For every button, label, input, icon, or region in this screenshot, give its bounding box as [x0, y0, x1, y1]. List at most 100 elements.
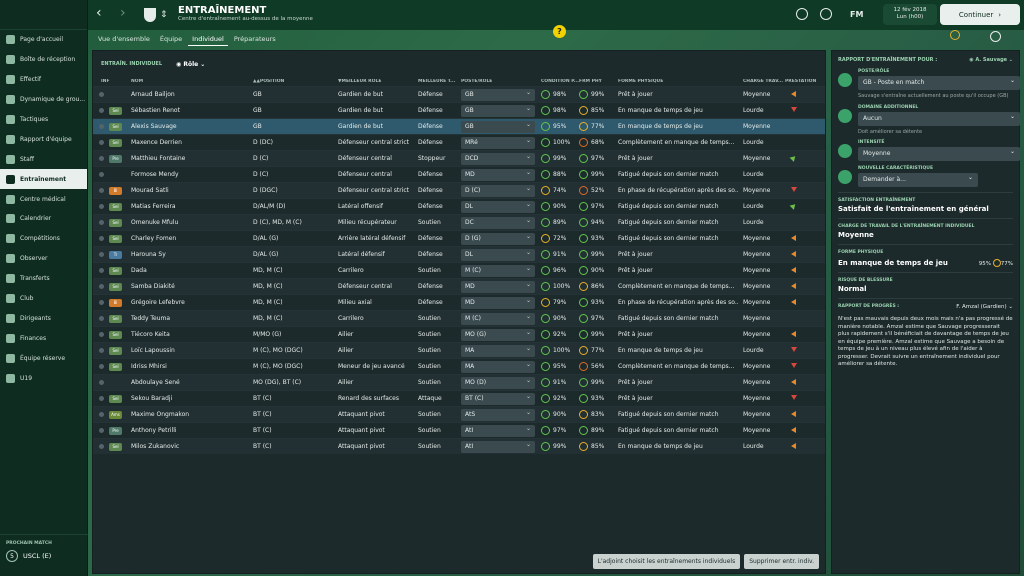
table-row[interactable]: Bl Grégoire Lefebvre MD, M (C) Milieu axial… [93, 294, 825, 310]
position-role-dropdown[interactable]: AtI [461, 441, 535, 453]
position-role-dropdown[interactable]: DCD [461, 153, 535, 165]
select-dot[interactable] [99, 284, 104, 289]
table-row[interactable]: Sel Samba Diakité MD, M (C) Défenseur centr… [93, 278, 825, 294]
position-role-dropdown[interactable]: D (G) [461, 233, 535, 245]
sidebar-item[interactable]: Staff [0, 149, 87, 169]
player-name[interactable]: Milos Zukanovic [131, 443, 180, 450]
position-role-dropdown[interactable]: MA [461, 361, 535, 373]
player-name[interactable]: Loïc Lapoussin [131, 347, 175, 354]
next-match[interactable]: PROCHAIN MATCH 5 USCL (E) [0, 534, 88, 576]
player-name[interactable]: Formose Mendy [131, 171, 179, 178]
table-row[interactable]: Ams Maxime Ongmakon BT (C) Attaquant pivot S… [93, 406, 825, 422]
position-role-dropdown[interactable]: MO (D) [461, 377, 535, 389]
search-icon[interactable] [796, 8, 808, 20]
select-dot[interactable] [99, 236, 104, 241]
tab-item[interactable]: Individuel [188, 33, 228, 46]
select-dot[interactable] [99, 108, 104, 113]
player-name[interactable]: Teddy Teuma [131, 315, 171, 322]
globe-icon[interactable] [820, 8, 832, 20]
sidebar-item[interactable]: Rapport d'équipe [0, 129, 87, 149]
select-dot[interactable] [99, 268, 104, 273]
sidebar-item[interactable]: Centre médical [0, 189, 87, 209]
column-header[interactable]: CONDITION P... [541, 79, 579, 84]
position-role-dropdown[interactable]: MD [461, 281, 535, 293]
position-role-dropdown[interactable]: GB [461, 89, 535, 101]
position-role-dropdown[interactable]: MD [461, 169, 535, 181]
position-role-dropdown[interactable]: MO (G) [461, 329, 535, 341]
sidebar-item[interactable]: Transferts [0, 269, 87, 289]
help-icon[interactable]: ? [553, 25, 566, 38]
domaine-dropdown[interactable]: Aucun [858, 110, 1020, 126]
position-role-dropdown[interactable]: DL [461, 249, 535, 261]
rapport-author-select[interactable]: F. Amzal (Gardien) ⌄ [956, 304, 1013, 310]
select-dot[interactable] [99, 124, 104, 129]
select-dot[interactable] [99, 220, 104, 225]
player-name[interactable]: Arnaud Bailjon [131, 91, 175, 98]
column-header[interactable]: ▼MEILLEUR RÔLE [338, 79, 382, 84]
select-dot[interactable] [99, 348, 104, 353]
player-select[interactable]: ◉ A. Sauvage ⌄ [969, 57, 1013, 63]
select-dot[interactable] [99, 140, 104, 145]
column-header[interactable]: MEILLEURE T... [418, 79, 456, 84]
continue-button[interactable]: Continuer › [940, 4, 1020, 25]
table-row[interactable]: Sel Matias Ferreira D/AL/M (D) Latéral offe… [93, 198, 825, 214]
player-name[interactable]: Dada [131, 267, 147, 274]
player-name[interactable]: Sébastien Renot [131, 107, 180, 114]
sidebar-item[interactable]: Tactiques [0, 110, 87, 130]
table-row[interactable]: Sel Sébastien Renot GB Gardien de but Défens… [93, 102, 825, 118]
select-dot[interactable] [99, 204, 104, 209]
column-header[interactable]: NOM [131, 79, 144, 84]
sidebar-item[interactable]: Calendrier [0, 209, 87, 229]
column-header[interactable]: POSTE/RÔLE [461, 79, 493, 84]
position-role-dropdown[interactable]: BT (C) [461, 393, 535, 405]
table-row[interactable]: Sel Milos Zukanovic BT (C) Attaquant pivot S… [93, 438, 825, 454]
player-name[interactable]: Matthieu Fontaine [131, 155, 186, 162]
select-dot[interactable] [99, 428, 104, 433]
position-role-dropdown[interactable]: AtI [461, 425, 535, 437]
player-name[interactable]: Samba Diakité [131, 283, 175, 290]
table-row[interactable]: Sel Charley Fomen D/AL (G) Arrière latéral … [93, 230, 825, 246]
player-name[interactable]: Matias Ferreira [131, 203, 176, 210]
sidebar-item[interactable]: U19 [0, 368, 87, 388]
player-name[interactable]: Abdoulaye Sené [131, 379, 180, 386]
sidebar-item[interactable]: Page d'accueil [0, 30, 87, 50]
position-role-dropdown[interactable]: D (C) [461, 185, 535, 197]
position-role-dropdown[interactable]: GB [461, 105, 535, 117]
tab-item[interactable]: Préparateurs [233, 35, 276, 43]
select-dot[interactable] [99, 156, 104, 161]
table-row[interactable]: Tr Harouna Sy D/AL (G) Latéral défensif Défe… [93, 246, 825, 262]
sidebar-item[interactable]: Finances [0, 328, 87, 348]
player-name[interactable]: Tiécoro Keita [131, 331, 170, 338]
player-name[interactable]: Alexis Sauvage [131, 123, 177, 130]
fm-menu-icon[interactable]: FM [850, 10, 864, 19]
notification-icon[interactable] [950, 30, 960, 40]
player-name[interactable]: Grégoire Lefebvre [131, 299, 185, 306]
player-name[interactable]: Charley Fomen [131, 235, 177, 242]
sidebar-item[interactable]: Entraînement [0, 169, 87, 190]
select-dot[interactable] [99, 300, 104, 305]
position-role-dropdown[interactable]: DL [461, 201, 535, 213]
table-row[interactable]: Pre Anthony Petrilli BT (C) Attaquant pivot… [93, 422, 825, 438]
position-role-dropdown[interactable]: GB [461, 121, 535, 133]
updown-icon[interactable]: ⇕ [160, 10, 168, 20]
remove-training-button[interactable]: Supprimer entr. indiv. [744, 554, 819, 569]
poste-dropdown[interactable]: GB - Poste en match [858, 74, 1020, 90]
player-name[interactable]: Idriss Mhirsi [131, 363, 167, 370]
column-header[interactable]: FRM PHY [579, 79, 602, 84]
column-header[interactable]: CHARGE TRAV... [743, 79, 784, 84]
table-row[interactable]: Sel Sekou Baradji BT (C) Renard des surface… [93, 390, 825, 406]
select-dot[interactable] [99, 188, 104, 193]
table-row[interactable]: Sel Teddy Teuma MD, M (C) Carrilero Soutien M… [93, 310, 825, 326]
table-row[interactable]: Pre Matthieu Fontaine D (C) Défenseur centr… [93, 150, 825, 166]
table-row[interactable]: Sel Alexis Sauvage GB Gardien de but Défense… [93, 118, 825, 134]
select-dot[interactable] [99, 380, 104, 385]
position-role-dropdown[interactable]: M (C) [461, 313, 535, 325]
select-dot[interactable] [99, 252, 104, 257]
position-role-dropdown[interactable]: MRé [461, 137, 535, 149]
select-dot[interactable] [99, 444, 104, 449]
table-row[interactable]: Sel Loïc Lapoussin M (C), MO (DGC) Ailier So… [93, 342, 825, 358]
table-row[interactable]: Arnaud Bailjon GB Gardien de but Défense GB 9… [93, 86, 825, 102]
player-name[interactable]: Maxence Derrien [131, 139, 182, 146]
sidebar-item[interactable]: Dirigeants [0, 308, 87, 328]
sidebar-item[interactable]: Observer [0, 249, 87, 269]
